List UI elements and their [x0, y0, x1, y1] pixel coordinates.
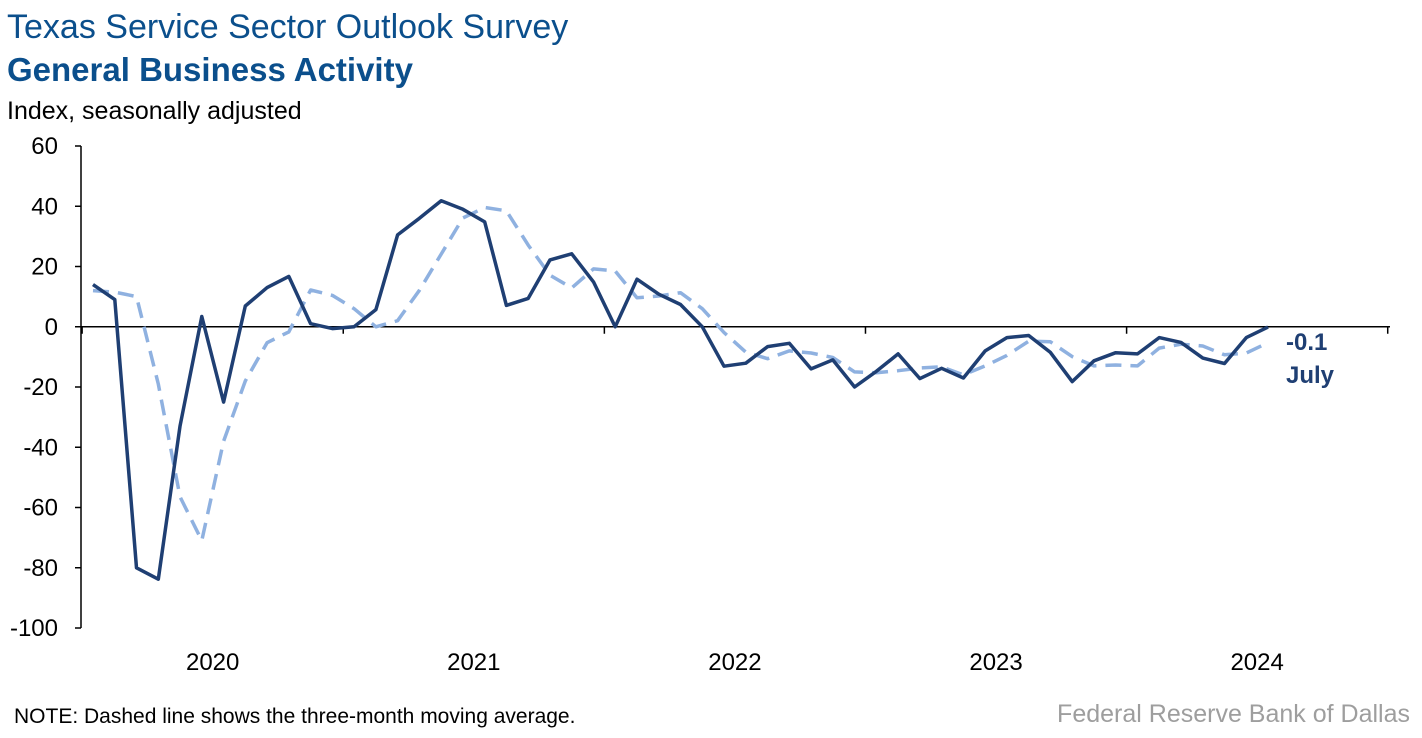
y-tick-label: -80 — [23, 555, 58, 582]
y-tick-label: -20 — [23, 374, 58, 401]
y-tick-label: -100 — [10, 615, 58, 642]
y-tick-label: 60 — [31, 133, 58, 160]
series-layer — [92, 199, 1269, 581]
chart-title: Texas Service Sector Outlook Survey — [7, 8, 569, 46]
index-line — [92, 199, 1269, 581]
tick-labels: 60 40 20 0 -20 -40 -60 -80 -100 2020 2021 2022 2023 2… — [10, 133, 1284, 676]
x-tick-label: 2020 — [186, 649, 239, 676]
x-tick-label: 2022 — [708, 649, 761, 676]
x-tick-label: 2024 — [1230, 649, 1283, 676]
footnote: NOTE: Dashed line shows the three-month … — [14, 705, 576, 728]
source-credit: Federal Reserve Bank of Dallas — [1057, 700, 1410, 728]
x-tick-label: 2021 — [447, 649, 500, 676]
chart-subtitle: General Business Activity — [7, 51, 413, 88]
y-tick-label: 0 — [45, 314, 58, 341]
y-axis-unit-label: Index, seasonally adjusted — [7, 97, 302, 125]
x-tick-label: 2023 — [969, 649, 1022, 676]
latest-month-label: July — [1286, 362, 1335, 389]
chart-axes — [75, 145, 1390, 629]
y-tick-label: 40 — [31, 193, 58, 220]
y-tick-label: -60 — [23, 495, 58, 522]
y-tick-label: -40 — [23, 434, 58, 461]
moving-average-line — [92, 205, 1269, 543]
latest-value-label: -0.1 — [1286, 329, 1327, 356]
y-tick-label: 20 — [31, 254, 58, 281]
